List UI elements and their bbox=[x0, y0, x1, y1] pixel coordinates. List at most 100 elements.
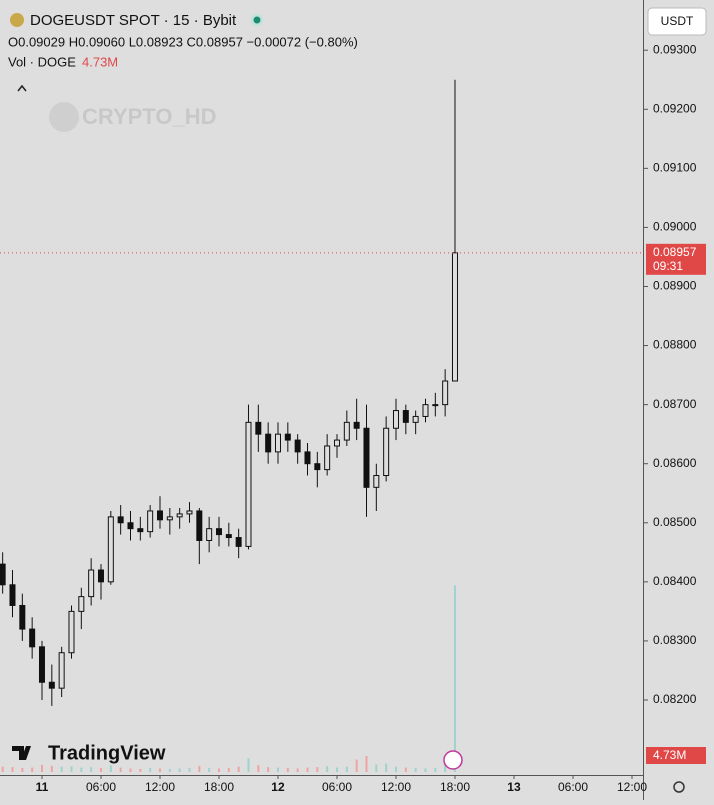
volume-bar bbox=[335, 767, 338, 772]
x-tick-label: 06:00 bbox=[322, 780, 352, 794]
candle-body bbox=[442, 380, 449, 406]
ohlc: O0.09029 H0.09060 L0.08923 C0.08957 −0.0… bbox=[8, 34, 358, 49]
x-tick-label: 11 bbox=[36, 780, 49, 794]
candle-body bbox=[245, 421, 252, 547]
candle-body bbox=[314, 463, 321, 471]
volume-bar bbox=[434, 768, 437, 772]
volume-bar bbox=[247, 758, 250, 772]
candle-body bbox=[304, 451, 311, 465]
volume-bar bbox=[424, 768, 427, 772]
y-tick-label: 0.08500 bbox=[653, 515, 697, 529]
x-tick-label: 12 bbox=[271, 780, 285, 794]
volume-bar bbox=[267, 767, 270, 772]
candle-body bbox=[107, 516, 114, 583]
candle-body bbox=[206, 528, 213, 541]
volume-bar bbox=[394, 766, 397, 772]
brand: TradingView bbox=[48, 742, 166, 764]
candle-body bbox=[383, 427, 390, 477]
candle-body bbox=[88, 569, 95, 598]
candle-body bbox=[324, 445, 331, 471]
y-tick-label: 0.09000 bbox=[653, 220, 697, 234]
volume-bar bbox=[21, 768, 24, 772]
vol-label: Vol · DOGE bbox=[8, 54, 76, 69]
volume-bar bbox=[31, 767, 34, 772]
x-tick-label: 12:00 bbox=[145, 780, 175, 794]
settings-icon[interactable] bbox=[673, 781, 685, 793]
candle-body bbox=[353, 421, 360, 429]
candle-body bbox=[78, 596, 85, 612]
volume-bar bbox=[168, 768, 171, 772]
volume-bar bbox=[158, 768, 161, 772]
volume-bar bbox=[286, 768, 289, 772]
candle-body bbox=[19, 604, 26, 630]
volume-bar bbox=[355, 759, 358, 772]
status-dot bbox=[253, 16, 261, 24]
candle-body bbox=[127, 522, 134, 530]
volume-bar bbox=[109, 765, 112, 772]
volume-bar bbox=[80, 767, 83, 772]
volume-bar bbox=[178, 768, 181, 772]
flash-icon bbox=[443, 750, 463, 770]
volume-bar bbox=[453, 585, 456, 772]
volume-bar bbox=[70, 766, 73, 772]
y-tick-label: 0.09300 bbox=[653, 42, 697, 56]
volume-bar bbox=[296, 768, 299, 772]
symbol: DOGEUSDT SPOT · 15 · Bybit bbox=[30, 12, 237, 29]
y-tick-label: 0.09200 bbox=[653, 101, 697, 115]
y-tick-label: 0.08700 bbox=[653, 397, 697, 411]
candle-body bbox=[235, 537, 242, 547]
candle-body bbox=[412, 415, 419, 423]
vol-value: 4.73M bbox=[82, 54, 118, 69]
price-tag-time: 09:31 bbox=[653, 259, 683, 273]
volume-bar bbox=[50, 765, 53, 772]
volume-bar bbox=[90, 767, 93, 772]
candle-body bbox=[363, 427, 370, 488]
volume-bar bbox=[306, 767, 309, 772]
currency: USDT bbox=[661, 14, 694, 28]
volume-tag-value: 4.73M bbox=[653, 748, 686, 762]
candle-body bbox=[48, 681, 55, 689]
x-tick-label: 13 bbox=[507, 780, 521, 794]
price-tag bbox=[646, 243, 706, 275]
candle-body bbox=[68, 610, 75, 654]
candle-body bbox=[265, 433, 272, 453]
volume-bar bbox=[198, 765, 201, 772]
watermark: CRYPTO_HD bbox=[82, 104, 216, 129]
candle-body bbox=[255, 421, 262, 435]
volume-bar bbox=[208, 768, 211, 772]
volume-bar bbox=[414, 768, 417, 772]
candle-body bbox=[196, 510, 203, 541]
x-tick-label: 12:00 bbox=[381, 780, 411, 794]
volume-bar bbox=[404, 767, 407, 772]
tv-logo bbox=[12, 746, 31, 760]
y-tick-label: 0.08900 bbox=[653, 279, 697, 293]
y-tick-label: 0.08400 bbox=[653, 574, 697, 588]
volume-bar bbox=[385, 763, 388, 772]
candle-body bbox=[422, 404, 429, 417]
candle-body bbox=[402, 410, 409, 423]
collapse-chevron[interactable] bbox=[17, 84, 27, 92]
coin-icon bbox=[10, 13, 24, 27]
x-tick-label: 06:00 bbox=[86, 780, 116, 794]
volume-bar bbox=[60, 766, 63, 772]
candle-body bbox=[432, 404, 439, 407]
price-tag-value: 0.08957 bbox=[653, 245, 697, 259]
volume-bar bbox=[345, 766, 348, 772]
volume-bar bbox=[237, 766, 240, 772]
y-tick-label: 0.08200 bbox=[653, 692, 697, 706]
volume-bar bbox=[139, 768, 142, 772]
candle-body bbox=[333, 439, 340, 447]
candle-body bbox=[294, 439, 301, 453]
candle-body bbox=[156, 510, 163, 521]
candle-body bbox=[373, 475, 380, 488]
candle-body bbox=[147, 510, 154, 533]
candle-body bbox=[284, 433, 291, 441]
volume-bar bbox=[365, 756, 368, 772]
candle-body bbox=[0, 563, 6, 586]
volume-bar bbox=[188, 768, 191, 772]
candle-body bbox=[274, 433, 281, 453]
x-tick-label: 06:00 bbox=[558, 780, 588, 794]
volume-bar bbox=[11, 767, 14, 772]
currency-button[interactable] bbox=[647, 7, 707, 36]
